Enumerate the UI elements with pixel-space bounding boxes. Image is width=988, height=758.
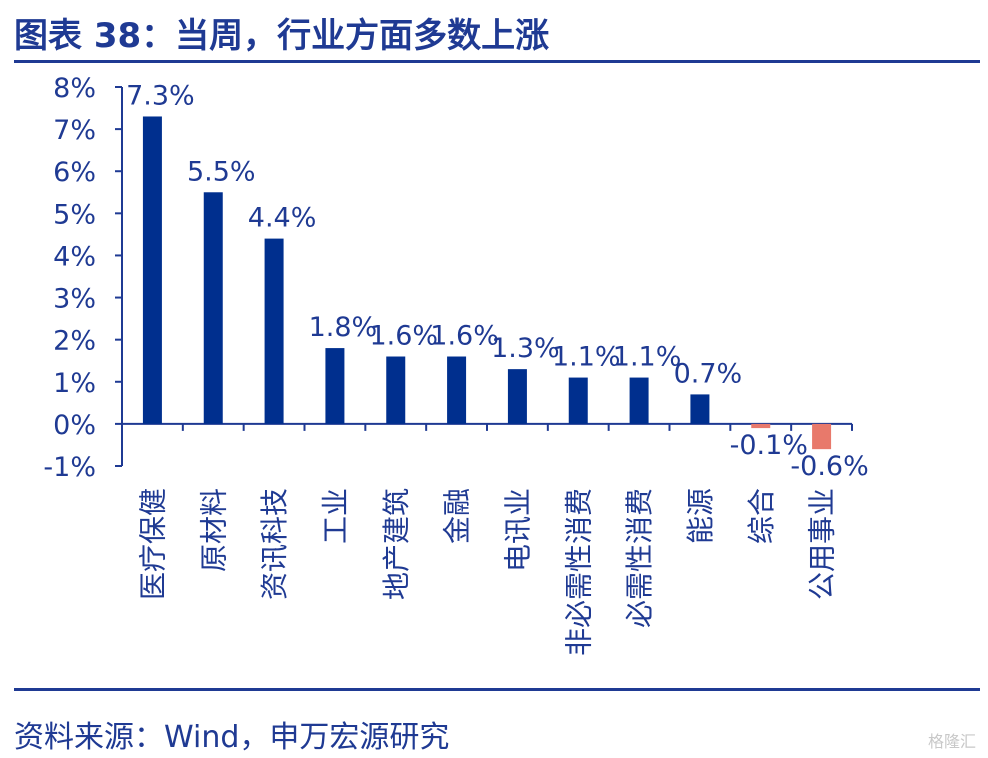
category-label: 金融 — [441, 488, 474, 544]
bar — [812, 423, 832, 450]
y-tick-label: 0% — [53, 410, 96, 441]
data-label: 0.7% — [674, 358, 743, 389]
data-label: 1.8% — [309, 312, 378, 343]
data-label: 7.3% — [126, 80, 195, 111]
data-label: -0.1% — [730, 430, 808, 461]
category-label: 工业 — [319, 488, 352, 544]
category-label: 地产建筑 — [380, 488, 413, 600]
data-label: 5.5% — [187, 156, 256, 187]
data-label: 1.1% — [613, 342, 682, 373]
bar — [507, 369, 527, 424]
bottom-divider — [14, 688, 980, 691]
y-tick-label: 7% — [53, 115, 96, 146]
source-note: 资料来源：Wind，申万宏源研究 — [14, 720, 450, 755]
bar — [264, 238, 284, 424]
y-tick-label: 5% — [53, 199, 96, 230]
data-label: 1.6% — [430, 321, 499, 352]
y-tick-label: 8% — [53, 73, 96, 104]
bar — [386, 356, 406, 424]
category-label: 综合 — [745, 488, 778, 544]
bar — [629, 377, 649, 424]
bar — [203, 192, 223, 424]
y-tick-label: 6% — [53, 157, 96, 188]
data-label: -0.6% — [790, 451, 868, 482]
y-tick-label: -1% — [43, 452, 96, 483]
data-label: 1.3% — [491, 333, 560, 364]
y-tick-label: 4% — [53, 241, 96, 272]
bar — [325, 348, 345, 424]
bar-chart: 8%7%6%5%4%3%2%1%0%-1% 7.3%5.5%4.4%1.8%1.… — [43, 73, 869, 656]
bar-series — [142, 116, 832, 450]
category-labels: 医疗保健 原材料 资讯科技 工业 地产建筑 金融 电讯业 非必需性消费 必需性消费 能源 综合 公用事… — [136, 488, 838, 656]
data-label: 1.6% — [369, 321, 438, 352]
data-label: 1.1% — [552, 342, 621, 373]
bar — [690, 394, 710, 424]
bar — [447, 356, 467, 424]
category-label: 资讯科技 — [258, 488, 291, 600]
category-label: 原材料 — [197, 488, 230, 572]
chart-title: 图表 38：当周，行业方面多数上涨 — [14, 16, 550, 56]
y-tick-label: 1% — [53, 368, 96, 399]
bar — [751, 423, 771, 429]
category-label: 能源 — [684, 488, 717, 544]
x-axis — [121, 422, 853, 431]
y-tick-label: 2% — [53, 326, 96, 357]
bar — [142, 116, 162, 424]
data-label: 4.4% — [248, 203, 317, 234]
data-labels: 7.3%5.5%4.4%1.8%1.6%1.6%1.3%1.1%1.1%0.7%… — [126, 80, 869, 482]
y-tick-label: 3% — [53, 284, 96, 315]
category-label: 电讯业 — [501, 488, 534, 572]
y-axis: 8% 7% 6% 5% 4% 3% 2% 1% 0% -1% — [43, 73, 123, 483]
category-label: 医疗保健 — [136, 488, 169, 600]
category-label: 非必需性消费 — [562, 488, 595, 656]
top-divider — [14, 60, 980, 63]
category-label: 公用事业 — [806, 488, 839, 600]
bar — [568, 377, 588, 424]
watermark: 格隆汇 — [927, 732, 976, 751]
category-label: 必需性消费 — [623, 488, 656, 628]
